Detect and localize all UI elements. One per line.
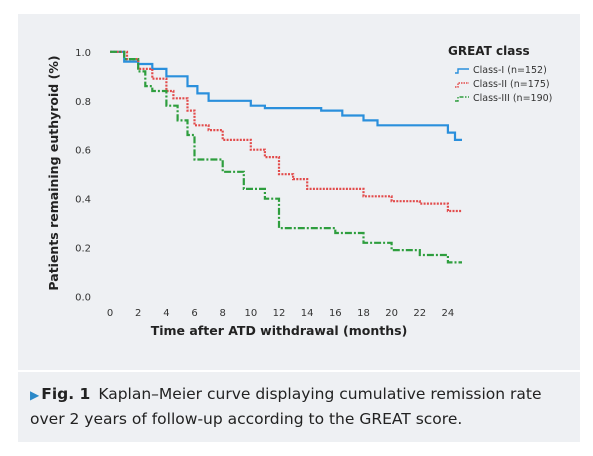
x-tick-label: 8 bbox=[220, 308, 226, 319]
y-tick-label: 0.0 bbox=[75, 293, 91, 304]
y-axis-label: Patients remaining euthyroid (%) bbox=[46, 55, 61, 290]
legend: GREAT class Class-I (n=152) Class-II (n=1… bbox=[448, 44, 552, 104]
x-tick-label: 16 bbox=[329, 308, 342, 319]
x-tick-label: 4 bbox=[163, 308, 169, 319]
chart-svg: Patients remaining euthyroid (%) Time af… bbox=[46, 44, 552, 338]
x-tick-label: 2 bbox=[135, 308, 141, 319]
y-tick-label: 0.6 bbox=[75, 146, 91, 157]
survival-curve-class-1 bbox=[110, 50, 462, 141]
figure-label: Fig. 1 bbox=[41, 385, 91, 403]
kaplan-meier-chart: Patients remaining euthyroid (%) Time af… bbox=[18, 14, 580, 366]
y-tick-label: 0.2 bbox=[75, 244, 91, 255]
x-tick-label: 0 bbox=[107, 308, 113, 319]
x-axis-label: Time after ATD withdrawal (months) bbox=[151, 323, 408, 338]
caption-marker-icon: ▶ bbox=[30, 388, 40, 402]
y-tick-label: 0.8 bbox=[75, 97, 91, 108]
axes: 0.00.20.40.60.81.00 2 4 6 8 10 12 14 16 18 20 22 24 bbox=[75, 48, 454, 319]
figure-panel: Patients remaining euthyroid (%) Time af… bbox=[18, 14, 580, 442]
survival-curve-class-3 bbox=[110, 50, 462, 264]
figure-caption: ▶ Fig. 1 Kaplan–Meier curve displaying cum… bbox=[30, 382, 570, 431]
survival-curve-class-2 bbox=[110, 50, 462, 213]
legend-label-class-2: Class-II (n=175) bbox=[473, 79, 550, 90]
legend-label-class-3: Class-III (n=190) bbox=[473, 93, 552, 104]
caption-divider bbox=[18, 370, 580, 372]
legend-swatch-class-1 bbox=[455, 68, 469, 74]
legend-swatch-class-3 bbox=[455, 96, 469, 102]
caption-text: Kaplan–Meier curve displaying cumulative… bbox=[30, 385, 542, 428]
y-tick-label: 0.4 bbox=[75, 195, 91, 206]
legend-title: GREAT class bbox=[448, 44, 530, 58]
x-tick-label: 18 bbox=[357, 308, 370, 319]
legend-label-class-1: Class-I (n=152) bbox=[473, 65, 547, 76]
x-tick-label: 14 bbox=[301, 308, 314, 319]
y-tick-label: 1.0 bbox=[75, 48, 91, 59]
x-tick-label: 22 bbox=[413, 308, 426, 319]
series-layer bbox=[110, 50, 462, 264]
x-tick-label: 12 bbox=[273, 308, 286, 319]
x-tick-label: 24 bbox=[442, 308, 455, 319]
x-tick-label: 10 bbox=[244, 308, 257, 319]
x-tick-label: 6 bbox=[191, 308, 197, 319]
legend-swatch-class-2 bbox=[455, 82, 469, 88]
x-tick-label: 20 bbox=[385, 308, 398, 319]
